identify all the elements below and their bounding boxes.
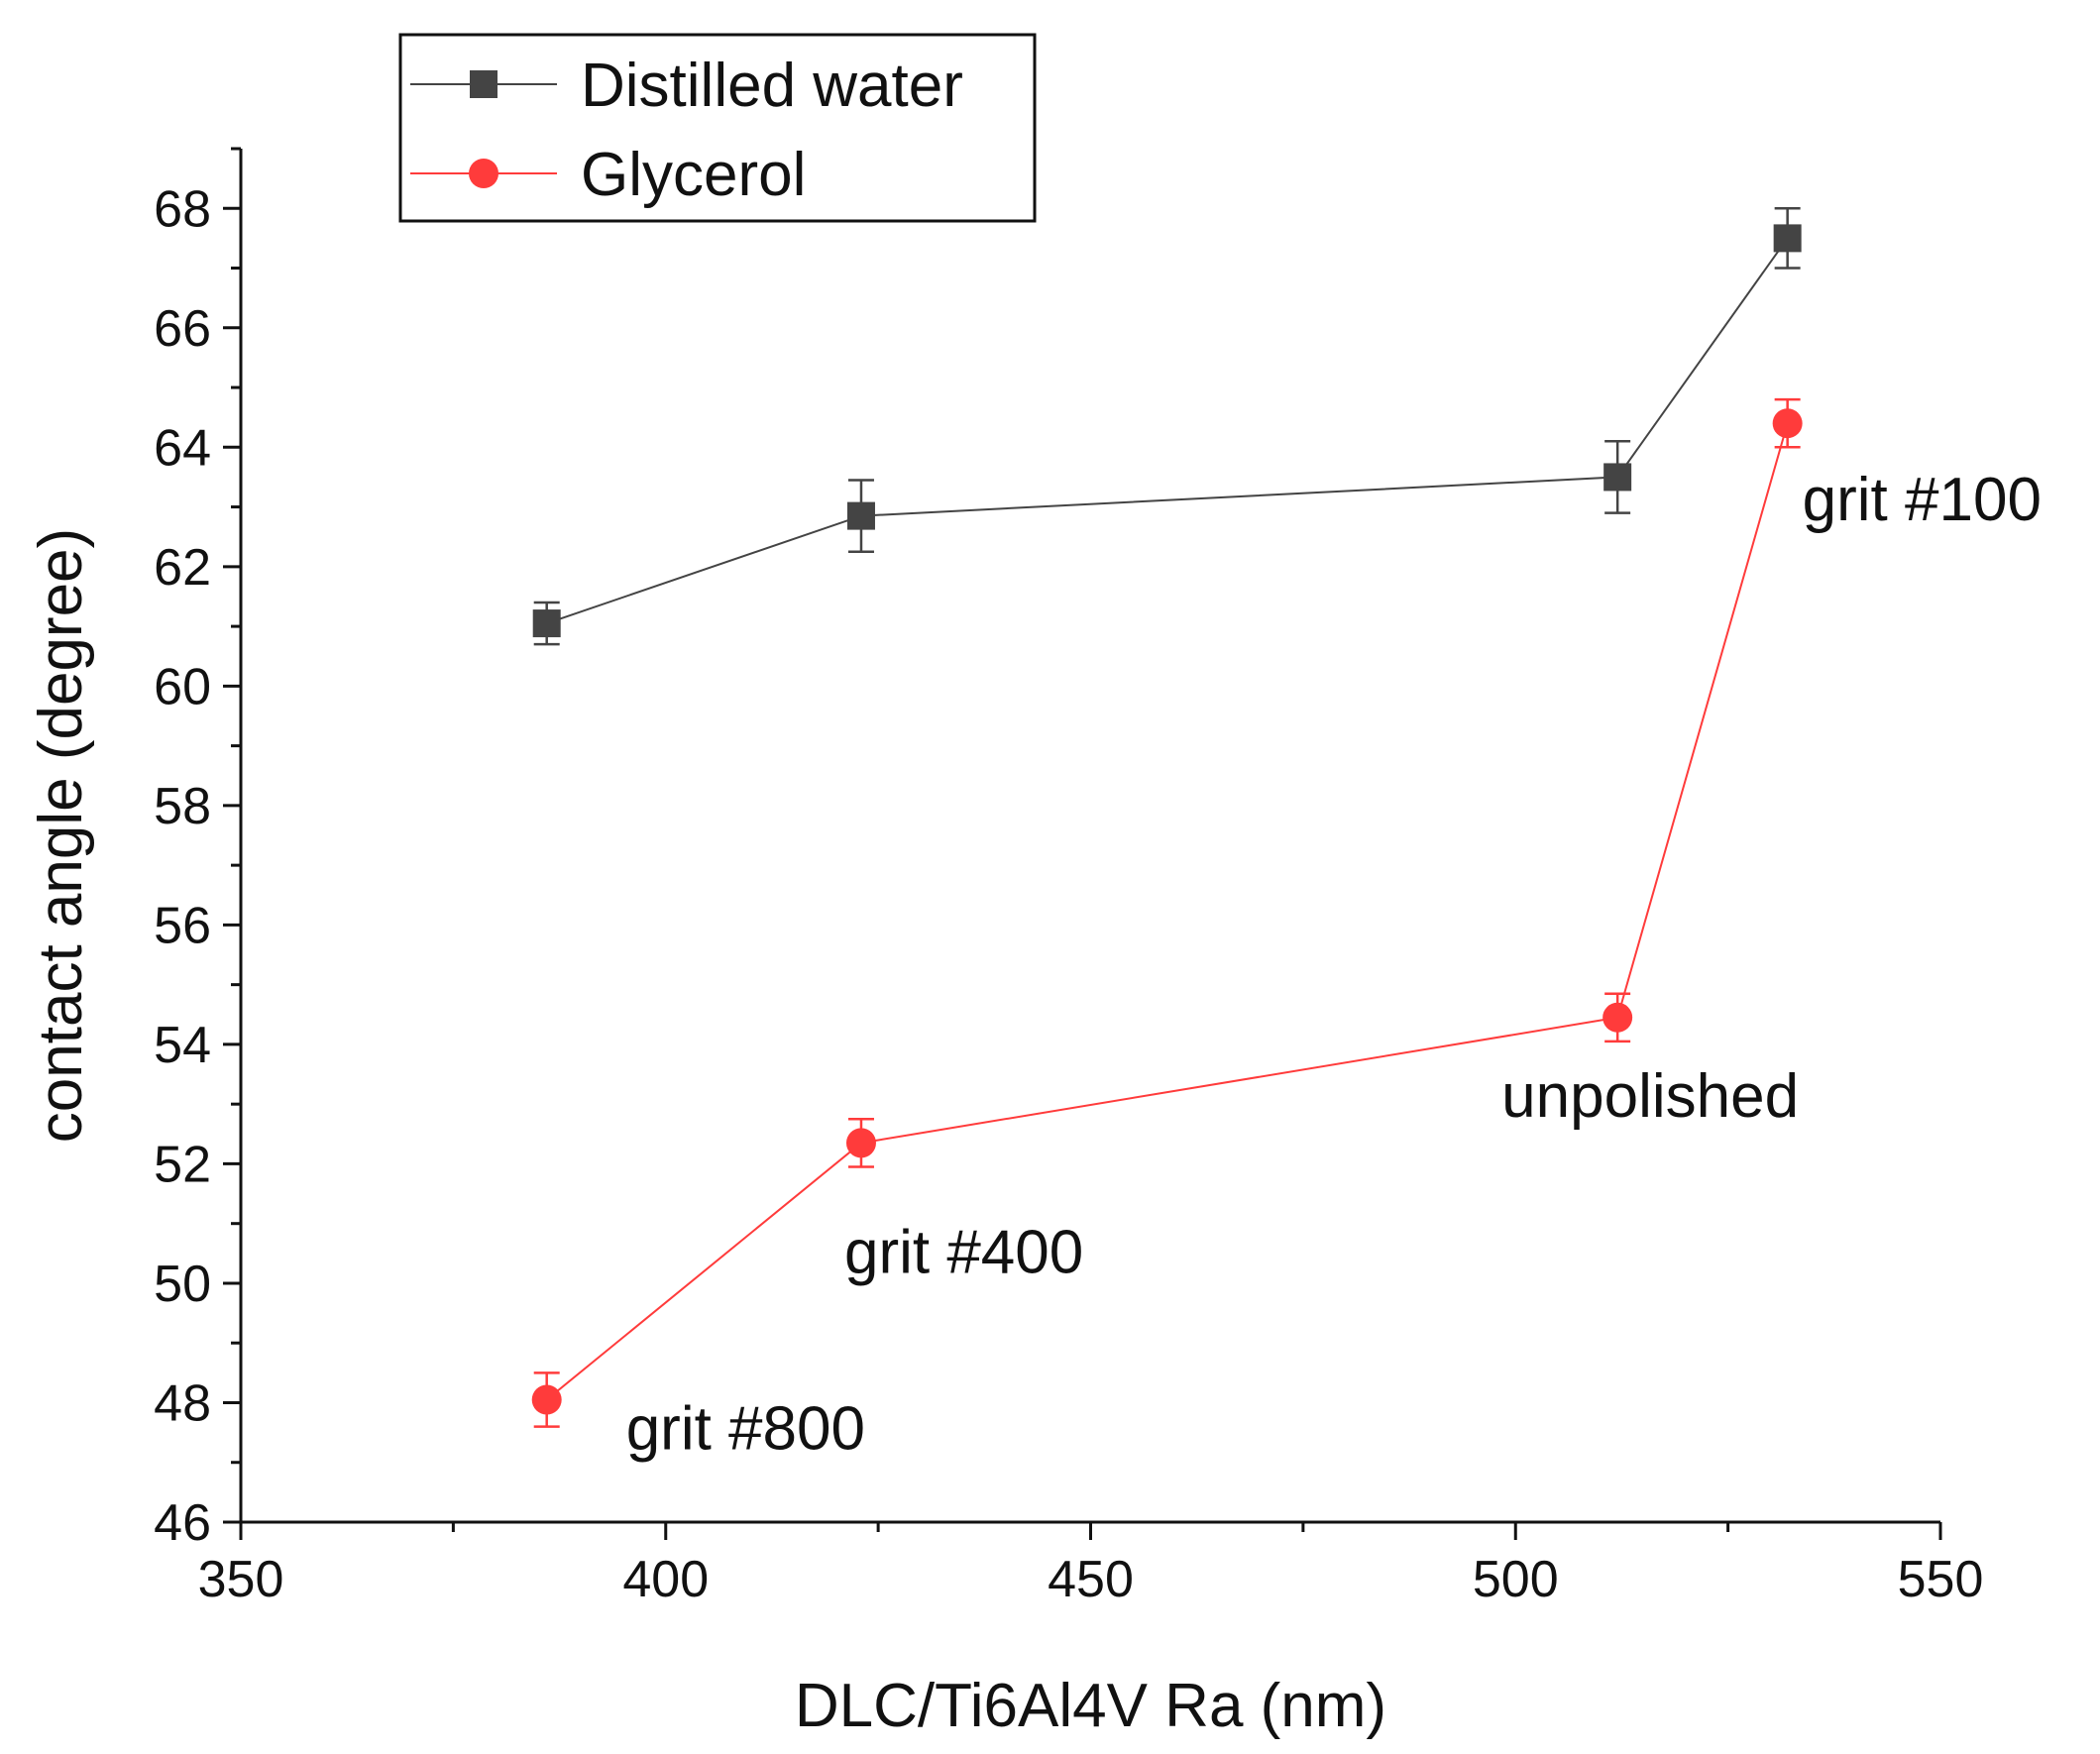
legend-box — [398, 33, 1037, 223]
data-point-glycerol — [1603, 1002, 1633, 1033]
series-layer — [531, 207, 1803, 1428]
annotation-label: unpolished — [1501, 1062, 1799, 1131]
series-line-distilled-water — [546, 237, 1789, 625]
x-tick-label: 400 — [622, 1551, 709, 1608]
y-tick-label: 58 — [154, 778, 211, 835]
x-axis-title: DLC/Ti6Al4V Ra (nm) — [795, 1672, 1386, 1740]
y-tick-label: 68 — [154, 180, 211, 238]
legend-label-glycerol: Glycerol — [581, 141, 806, 209]
data-point-distilled-water — [532, 609, 561, 638]
annotation-label: grit #800 — [626, 1394, 865, 1463]
x-tick-label: 550 — [1898, 1551, 1984, 1608]
legend: Distilled water Glycerol — [398, 33, 1037, 223]
data-point-glycerol — [845, 1128, 876, 1158]
legend-marker-glycerol — [469, 159, 498, 188]
series-distilled-water — [532, 207, 1802, 646]
legend-entry-distilled-water: Distilled water — [410, 52, 963, 120]
legend-marker-distilled-water — [470, 70, 497, 98]
y-tick-label: 60 — [154, 658, 211, 715]
y-tick-label: 50 — [154, 1256, 211, 1313]
y-tick-label: 62 — [154, 539, 211, 597]
data-point-distilled-water — [1603, 463, 1632, 492]
y-tick-label: 48 — [154, 1374, 211, 1432]
data-point-glycerol — [1772, 408, 1803, 439]
data-point-distilled-water — [1773, 224, 1802, 253]
series-line-glycerol — [546, 422, 1789, 1401]
y-tick-label: 66 — [154, 300, 211, 358]
annotation-label: grit #100 — [1803, 466, 2042, 534]
y-tick-label: 46 — [154, 1494, 211, 1552]
annotation-layer: grit #800 grit #400 unpolished grit #100 — [626, 466, 2042, 1463]
y-tick-label: 52 — [154, 1136, 211, 1193]
x-tick-label: 350 — [198, 1551, 284, 1608]
y-tick-label: 56 — [154, 897, 211, 954]
axes: 46 48 50 52 54 56 58 60 62 64 66 68 350 400 450 500 550 — [154, 147, 1984, 1608]
annotation-label: grit #400 — [844, 1218, 1083, 1286]
data-point-distilled-water — [846, 501, 875, 530]
series-glycerol — [531, 397, 1803, 1428]
y-tick-label: 64 — [154, 419, 211, 477]
data-point-glycerol — [531, 1384, 562, 1415]
legend-entry-glycerol: Glycerol — [410, 141, 806, 209]
y-tick-label: 54 — [154, 1017, 211, 1074]
y-axis-title: contact angle (degree) — [27, 528, 95, 1143]
x-tick-label: 500 — [1473, 1551, 1559, 1608]
x-tick-label: 450 — [1048, 1551, 1134, 1608]
legend-label-distilled-water: Distilled water — [581, 52, 963, 120]
